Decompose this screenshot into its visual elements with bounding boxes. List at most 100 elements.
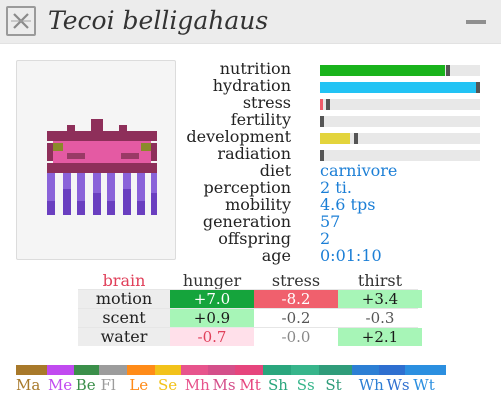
minimize-icon <box>466 20 486 24</box>
window-title: Tecoi belligahaus <box>48 6 269 35</box>
trait-row-offspring: offspring 2 <box>180 229 500 248</box>
genome-segment-se <box>154 365 182 375</box>
trait-row-perception: perception 2 ti. <box>180 178 500 197</box>
stat-bar-fill <box>320 82 477 93</box>
genome-label-ms: Ms <box>212 376 236 394</box>
stat-bar <box>320 133 480 144</box>
genome-segment-sh <box>262 365 291 375</box>
stat-bar-marker <box>446 65 451 76</box>
stat-bar-marker <box>320 150 324 161</box>
creature-portrait <box>16 60 176 260</box>
trait-label: age <box>261 246 291 265</box>
close-x-icon <box>11 13 31 29</box>
stat-bar <box>320 65 480 76</box>
genome-segment-st <box>318 365 352 375</box>
stat-label: stress <box>242 93 291 112</box>
stat-bar <box>320 82 480 93</box>
stat-label: nutrition <box>219 59 291 78</box>
trait-value: 2 ti. <box>320 178 352 197</box>
stat-row-stress: stress <box>180 93 500 112</box>
column-thirst: thirst <box>357 271 403 290</box>
genome-label-be: Be <box>75 376 96 394</box>
trait-value: 2 <box>320 229 331 248</box>
sense-cell: +7.0 <box>170 290 254 308</box>
sense-table-header: brain hunger stress thirst <box>78 272 418 289</box>
genome-segment-mh <box>181 365 209 375</box>
sense-cell: +0.9 <box>170 309 254 327</box>
trait-value: 0:01:10 <box>320 246 382 265</box>
genome-segment-be <box>74 365 99 375</box>
genome-label-mh: Mh <box>184 376 210 394</box>
title-bar: Tecoi belligahaus <box>0 0 501 44</box>
genome-segment-ma <box>16 365 48 375</box>
sense-row-label: scent <box>78 309 170 327</box>
genome-label-le: Le <box>129 376 149 394</box>
stat-bar-marker <box>353 133 358 144</box>
trait-label: perception <box>203 178 291 197</box>
stat-bar-marker <box>476 82 480 93</box>
genome-label-ss: Ss <box>296 376 315 394</box>
close-button[interactable] <box>6 6 36 36</box>
trait-value: 4.6 tps <box>320 195 376 214</box>
stat-row-nutrition: nutrition <box>180 59 500 78</box>
genome-label-ma: Ma <box>16 376 41 394</box>
genome-label-wt: Wt <box>413 376 435 394</box>
genome-segment-me <box>47 365 75 375</box>
sense-row-label: motion <box>78 290 170 308</box>
trait-value: carnivore <box>320 161 398 180</box>
stat-bar-marker <box>326 99 331 110</box>
stat-bar <box>320 150 480 161</box>
genome-label-sh: Sh <box>268 376 288 394</box>
genome-label-mt: Mt <box>239 376 261 394</box>
sense-cell: +2.1 <box>338 328 422 346</box>
genome-label-se: Se <box>157 376 178 394</box>
minimize-button[interactable] <box>464 8 488 32</box>
stat-bar-fill <box>320 99 324 110</box>
genome-label-fl: Fl <box>100 376 116 394</box>
genome-label-st: St <box>325 376 342 394</box>
column-stress: stress <box>271 271 321 290</box>
stat-label: development <box>186 127 291 146</box>
stat-label: hydration <box>212 76 291 95</box>
genome-segment-ws <box>378 365 405 375</box>
genome-segment-wt <box>404 365 447 375</box>
sense-row-scent: scent +0.9 -0.2 -0.3 <box>78 308 422 327</box>
trait-row-diet: diet carnivore <box>180 161 500 180</box>
genome-segment-wh <box>351 365 379 375</box>
creature-jellyfish-sprite <box>47 119 157 215</box>
trait-label: diet <box>259 161 291 180</box>
trait-label: offspring <box>218 229 291 248</box>
genome-segment-ss <box>290 365 319 375</box>
stat-bar-fill <box>320 133 351 144</box>
genome-label-ws: Ws <box>386 376 410 394</box>
column-hunger: hunger <box>182 271 242 290</box>
sense-row-motion: motion +7.0 -8.2 +3.4 <box>78 289 422 308</box>
trait-value: 57 <box>320 212 341 231</box>
stat-bar <box>320 99 480 110</box>
genome-labels: Ma Me Be Fl Le Se Mh Ms Mt Sh Ss St Wh Ws Wt <box>16 376 486 396</box>
brain-label: brain <box>102 271 146 290</box>
trait-row-mobility: mobility 4.6 tps <box>180 195 500 214</box>
stat-bar <box>320 116 480 127</box>
stat-label: radiation <box>217 144 291 163</box>
genome-label-me: Me <box>47 376 73 394</box>
stat-bar-fill <box>320 65 445 76</box>
sense-row-label: water <box>78 328 170 346</box>
trait-label: mobility <box>225 195 291 214</box>
stat-row-radiation: radiation <box>180 144 500 163</box>
sense-cell: -0.0 <box>254 328 338 346</box>
sense-cell: -0.3 <box>338 309 422 327</box>
stats-panel: nutrition hydration stress fertility develop… <box>180 59 500 265</box>
brain-sense-table: brain hunger stress thirst motion +7.0 -8.… <box>78 272 422 346</box>
genome-segment-mt <box>234 365 263 375</box>
sense-row-water: water -0.7 -0.0 +2.1 <box>78 327 422 346</box>
trait-row-generation: generation 57 <box>180 212 500 231</box>
stat-label: fertility <box>230 110 291 129</box>
sense-cell: +3.4 <box>338 290 422 308</box>
sense-cell: -0.7 <box>170 328 254 346</box>
sense-cell: -8.2 <box>254 290 338 308</box>
genome-bar <box>16 365 484 375</box>
genome-segment-fl <box>98 365 127 375</box>
stat-row-development: development <box>180 127 500 146</box>
sense-cell: -0.2 <box>254 309 338 327</box>
